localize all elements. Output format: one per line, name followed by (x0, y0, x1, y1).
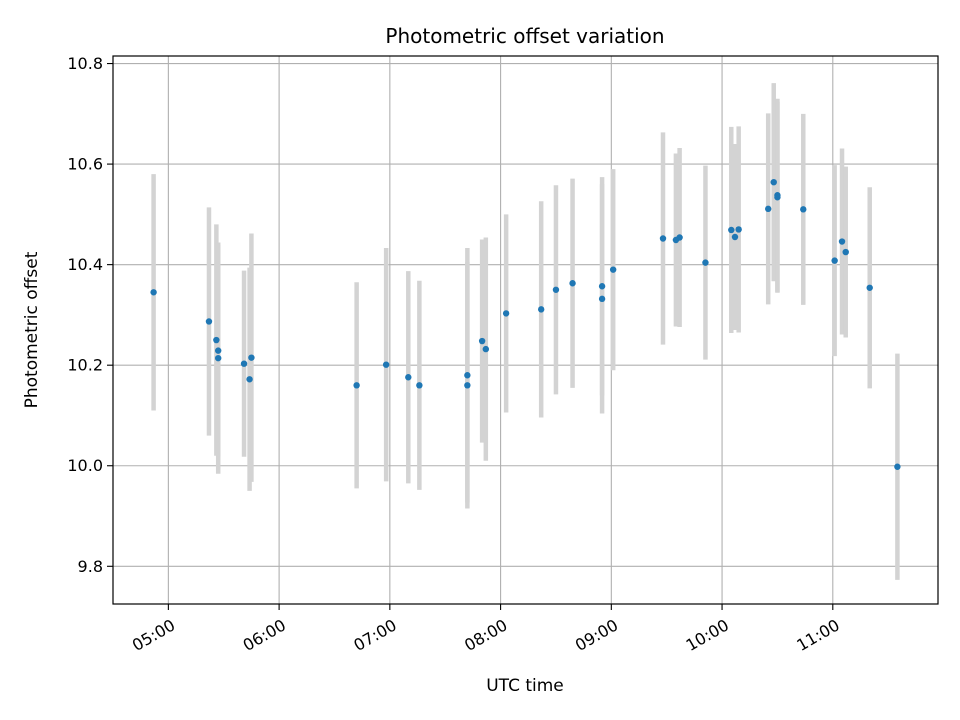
data-point (731, 233, 739, 241)
data-point (598, 283, 606, 290)
data-point (502, 310, 510, 317)
y-axis-label: Photometric offset (22, 251, 42, 408)
y-tick-label: 10.0 (67, 456, 103, 475)
data-point (598, 295, 606, 303)
data-point (382, 361, 390, 368)
y-tick-label: 10.2 (67, 356, 103, 375)
data-point (464, 382, 471, 389)
data-point (774, 194, 781, 201)
x-axis-label: UTC time (486, 676, 564, 696)
data-point (838, 238, 846, 245)
data-point (215, 354, 222, 362)
plot-frame (112, 55, 939, 605)
data-point (215, 347, 222, 354)
data-point (478, 337, 486, 345)
data-point (205, 318, 213, 325)
y-axis-ticks: 9.8 10.0 10.2 10.4 10.6 10.8 (67, 54, 113, 576)
data-point (240, 360, 248, 367)
data-point (735, 226, 742, 233)
data-point (482, 345, 490, 353)
data-point (405, 374, 412, 381)
data-point (702, 259, 709, 266)
data-point (353, 382, 360, 389)
data-point (416, 382, 423, 389)
data-point (609, 266, 617, 273)
y-tick-label: 10.8 (67, 54, 103, 73)
data-point (728, 226, 735, 234)
data-point (894, 463, 901, 470)
y-tick-label: 9.8 (78, 557, 103, 576)
data-point (213, 336, 220, 344)
data-point (464, 372, 471, 379)
data-point (150, 289, 157, 296)
data-point (831, 257, 838, 264)
data-point (552, 286, 560, 293)
chart-title: Photometric offset variation (385, 24, 664, 48)
data-point (770, 178, 777, 186)
y-tick-label: 10.4 (67, 255, 103, 274)
data-point (800, 206, 807, 213)
data-point (537, 306, 545, 313)
data-point (866, 284, 873, 291)
data-point (765, 205, 772, 213)
data-point (569, 280, 576, 287)
data-point (246, 376, 253, 383)
data-point (248, 354, 255, 361)
data-points (150, 178, 901, 470)
data-point (676, 234, 683, 241)
data-point (842, 248, 849, 256)
data-point (659, 235, 667, 242)
y-tick-label: 10.6 (67, 155, 103, 174)
